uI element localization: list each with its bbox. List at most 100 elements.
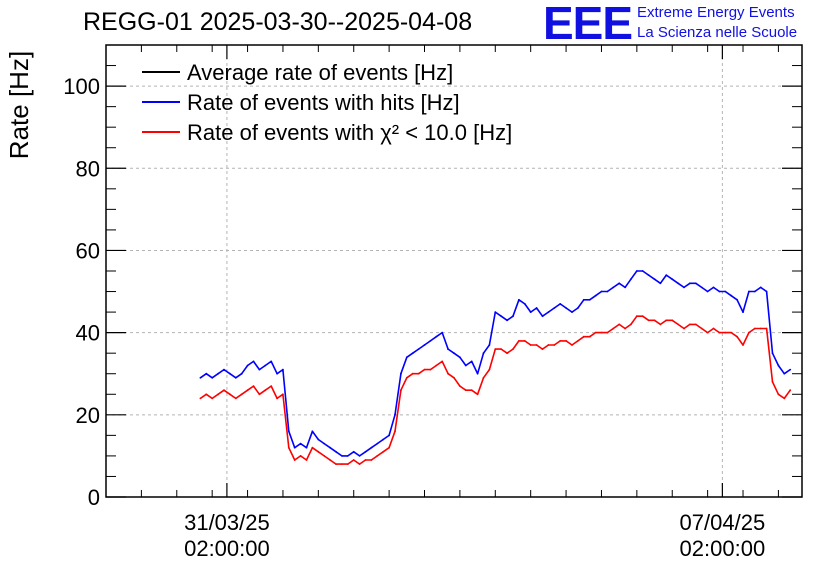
series-1-point [771, 352, 774, 355]
series-2-point [382, 450, 385, 453]
series-line-2 [199, 315, 791, 465]
series-2-point [464, 389, 467, 392]
series-1-point [582, 298, 585, 301]
x-tick-label-time: 02:00:00 [184, 536, 270, 561]
series-1-point [730, 294, 733, 297]
series-1-point [382, 438, 385, 441]
series-2-point [376, 455, 379, 457]
series-2-point [335, 463, 337, 465]
series-1-point [765, 290, 768, 293]
series-2-point [229, 393, 231, 396]
series-2-point [600, 331, 603, 334]
series-1-point [541, 315, 544, 318]
series-1-point [500, 315, 503, 318]
series-1-point [305, 446, 308, 449]
series-2-point [700, 327, 703, 330]
series-2-point [512, 348, 514, 350]
series-2-point [287, 446, 290, 449]
series-2-point [759, 327, 762, 330]
series-1-point [388, 434, 390, 437]
series-1-point [346, 455, 349, 457]
series-2-point [641, 315, 644, 318]
series-2-point [270, 385, 273, 387]
series-1-point [287, 430, 290, 433]
series-2-point [730, 331, 733, 334]
series-2-point [293, 459, 296, 461]
series-1-point [341, 455, 343, 457]
series-1-point [453, 352, 455, 355]
series-2-point [429, 368, 432, 371]
series-2-point [447, 372, 449, 375]
x-tick-label-date: 07/04/25 [680, 510, 766, 535]
series-1-point [777, 364, 780, 367]
logo-caption-line1: Extreme Energy Events [637, 4, 795, 21]
series-2-point [518, 340, 520, 342]
series-2-point [199, 397, 202, 400]
series-1-point [264, 364, 267, 367]
series-1-point [783, 372, 786, 375]
series-1-point [376, 442, 379, 445]
series-1-point [630, 278, 632, 281]
series-2-point [240, 393, 243, 396]
series-2-point [742, 344, 744, 346]
series-2-point [282, 393, 284, 396]
series-1-point [205, 372, 208, 375]
series-1-point [683, 286, 685, 289]
series-2-point [789, 389, 792, 392]
series-2-point [771, 381, 774, 383]
series-2-point [612, 327, 615, 330]
series-2-point [388, 446, 390, 449]
y-tick-label: 60 [76, 238, 100, 263]
series-2-point [246, 389, 249, 392]
series-2-point [553, 344, 556, 346]
series-1-point [258, 368, 261, 371]
series-2-point [411, 372, 414, 375]
series-1-point [759, 286, 762, 289]
series-1-point [394, 413, 396, 416]
series-2-point [506, 352, 508, 355]
series-1-point [199, 376, 202, 379]
series-1-point [512, 315, 514, 318]
series-2-point [647, 319, 650, 322]
series-1-point [748, 290, 750, 293]
series-2-point [341, 463, 343, 465]
series-2-point [630, 323, 632, 326]
series-2-point [689, 323, 691, 326]
series-1-point [706, 290, 709, 293]
series-2-point [234, 397, 237, 400]
series-2-point [694, 323, 697, 326]
series-1-point [470, 360, 473, 363]
series-1-point [565, 307, 567, 309]
y-tick-label: 0 [88, 485, 100, 510]
series-1-point [571, 311, 573, 313]
series-2-point [217, 393, 220, 396]
y-tick-label: 80 [76, 156, 100, 181]
series-2-point [783, 397, 786, 400]
series-1-point [464, 364, 467, 367]
series-2-point [618, 323, 621, 326]
series-1-point [641, 270, 644, 272]
series-1-point [217, 372, 220, 375]
series-2-point [665, 319, 668, 322]
series-1-point [677, 282, 679, 285]
series-2-point [400, 389, 402, 392]
series-1-point [588, 298, 591, 301]
series-2-point [323, 455, 326, 457]
series-2-point [459, 385, 461, 387]
eee-logo: EEE [543, 0, 633, 49]
series-2-point [588, 335, 591, 338]
series-1-point [600, 290, 603, 293]
series-2-point [559, 340, 562, 342]
series-2-point [276, 397, 278, 400]
series-2-point [405, 376, 408, 379]
series-2-point [577, 340, 579, 342]
series-1-point [606, 290, 609, 293]
series-2-point [441, 360, 444, 363]
series-2-point [571, 344, 573, 346]
series-1-point [647, 274, 650, 276]
series-2-point [582, 335, 585, 338]
series-2-point [211, 397, 214, 400]
series-1-point [311, 430, 314, 433]
chart-title: REGG-01 2025-03-30--2025-04-08 [83, 8, 473, 36]
